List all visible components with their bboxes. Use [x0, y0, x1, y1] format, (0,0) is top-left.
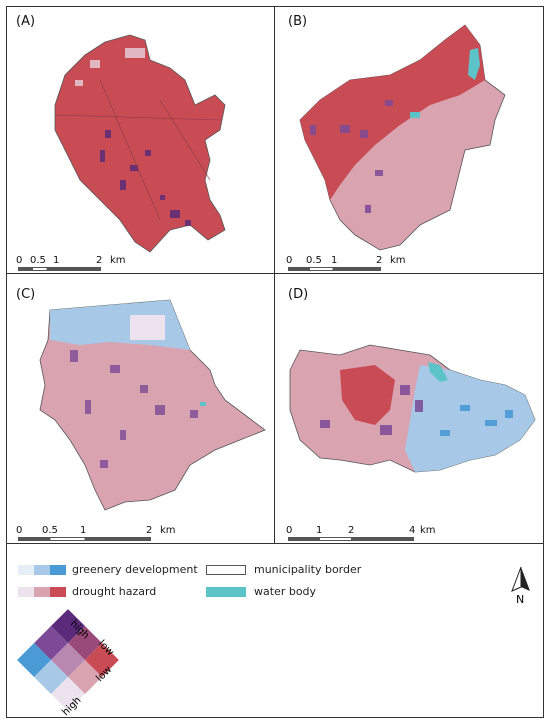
bivariate-legend: high low low high	[17, 609, 119, 718]
scalebar-d: 0 1 2 4 km	[286, 525, 486, 543]
legend-greenery: greenery development	[18, 563, 198, 576]
figure-frame	[6, 6, 544, 718]
region-c-greenery	[50, 300, 190, 350]
map-c	[39, 299, 266, 511]
panel-divider-vertical	[274, 6, 275, 543]
legend-border: municipality border	[206, 563, 361, 576]
legend-divider	[6, 543, 544, 544]
scalebar-c: 0 0.5 1 2 km	[16, 525, 216, 543]
scalebar-b: 0 0.5 1 2 km	[286, 255, 486, 273]
panel-c-label: (C)	[16, 287, 36, 302]
water-b	[468, 48, 480, 80]
region-b-drought-high	[300, 25, 485, 200]
legend-drought: drought hazard	[18, 585, 156, 598]
map-a	[54, 34, 226, 253]
map-b	[299, 24, 506, 251]
panel-divider-horizontal	[6, 273, 544, 274]
region-c-full	[39, 299, 266, 511]
pixels-a-light	[75, 48, 145, 86]
pixels-a	[100, 130, 191, 226]
panel-d-label: (D)	[288, 287, 309, 302]
region-d-drought-high	[340, 365, 395, 425]
north-label: N	[516, 593, 524, 605]
legend-water: water body	[206, 585, 316, 598]
region-a-drought-high	[54, 34, 226, 253]
scalebar-a: 0 0.5 1 2 km	[16, 255, 216, 273]
north-arrow-icon: N	[511, 566, 530, 605]
panel-b-label: (B)	[288, 14, 308, 29]
water-d	[428, 362, 448, 382]
region-d-greenery	[405, 365, 535, 472]
map-d	[289, 344, 536, 473]
panel-a-label: (A)	[16, 14, 36, 29]
